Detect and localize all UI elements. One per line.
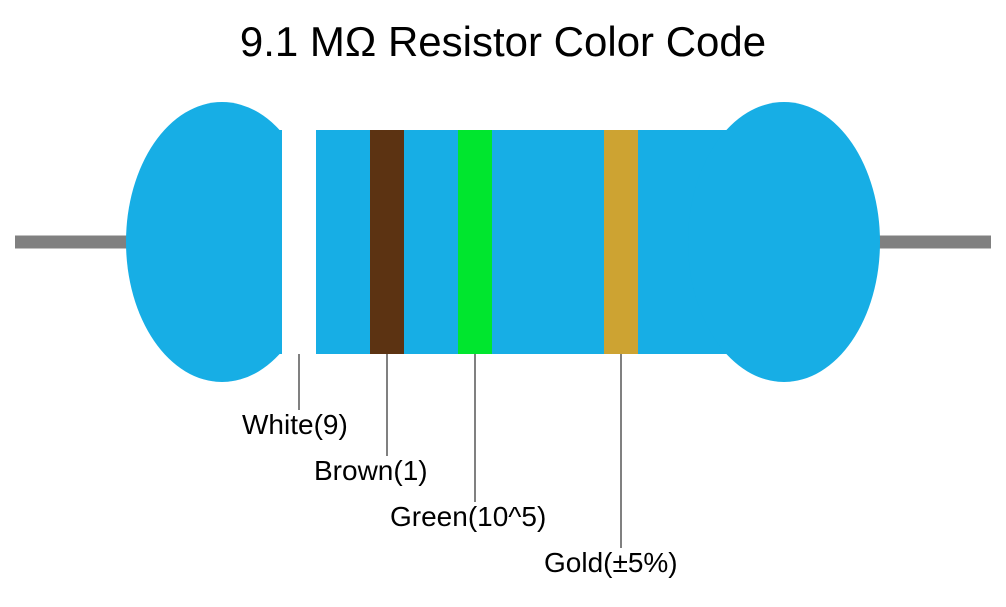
band-green — [458, 130, 492, 354]
band-white — [282, 130, 316, 354]
band-label-brown: Brown(1) — [314, 455, 428, 486]
diagram-stage: White(9) Brown(1) Green(10^5) Gold(±5%) 9.1 … — [0, 0, 1006, 607]
resistor-diagram-svg: White(9) Brown(1) Green(10^5) Gold(±5%) 9.1 … — [0, 0, 1006, 607]
band-label-white: White(9) — [242, 409, 348, 440]
band-label-gold: Gold(±5%) — [544, 547, 678, 578]
band-label-green: Green(10^5) — [390, 501, 546, 532]
diagram-title: 9.1 MΩ Resistor Color Code — [240, 18, 766, 65]
band-brown — [370, 130, 404, 354]
resistor-cap-right — [688, 102, 880, 382]
band-gold — [604, 130, 638, 354]
